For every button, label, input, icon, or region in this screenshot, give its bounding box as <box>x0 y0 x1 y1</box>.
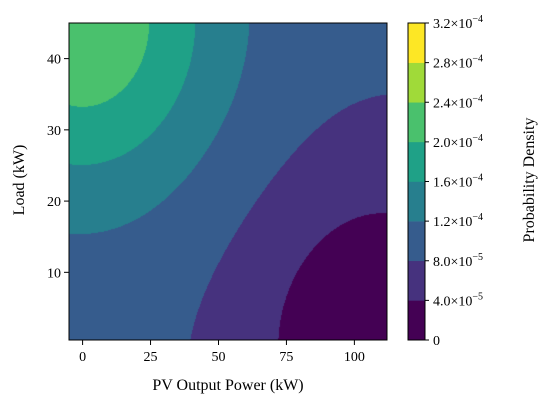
x-tick-label: 100 <box>344 350 365 365</box>
colorbar-band <box>408 62 425 103</box>
x-axis: 0 25 50 75 100 <box>79 340 365 365</box>
contour-fill <box>69 23 387 340</box>
colorbar: 0 4.0×10−5 8.0×10−5 1.2×10−4 1.6×10−4 2.0×10−… <box>407 14 483 349</box>
y-axis-label: Load (kW) <box>11 145 28 216</box>
y-tick-label: 40 <box>47 53 61 68</box>
colorbar-tick-label: 3.2×10−4 <box>433 14 483 32</box>
plot-area <box>68 22 388 341</box>
x-tick-label: 25 <box>144 350 158 365</box>
colorbar-band <box>408 102 425 143</box>
colorbar-tick-label: 4.0×10−5 <box>433 291 483 309</box>
x-tick-label: 75 <box>279 350 293 365</box>
y-tick-label: 30 <box>47 124 61 139</box>
colorbar-tick-label: 2.0×10−4 <box>433 133 483 151</box>
colorbar-tick-label: 2.8×10−4 <box>433 54 483 72</box>
colorbar-band <box>408 23 425 63</box>
colorbar-band <box>408 181 425 222</box>
y-axis: 10 20 30 40 <box>47 53 69 281</box>
colorbar-tick-label: 0 <box>433 334 440 349</box>
colorbar-band <box>408 300 425 341</box>
colorbar-tick-label: 2.4×10−4 <box>433 93 483 111</box>
x-tick-label: 0 <box>79 350 86 365</box>
x-axis-label: PV Output Power (kW) <box>152 377 303 394</box>
y-tick-label: 10 <box>47 266 61 281</box>
plot-frame <box>68 22 388 341</box>
colorbar-band <box>408 260 425 301</box>
y-tick-label: 20 <box>47 195 61 210</box>
colorbar-band <box>408 141 425 182</box>
x-tick-label: 50 <box>211 350 225 365</box>
colorbar-band <box>408 221 425 262</box>
colorbar-tick-label: 1.2×10−4 <box>433 212 483 230</box>
colorbar-label: Probability Density <box>521 118 538 243</box>
colorbar-tick-label: 1.6×10−4 <box>433 173 483 191</box>
colorbar-tick-label: 8.0×10−5 <box>433 252 483 270</box>
